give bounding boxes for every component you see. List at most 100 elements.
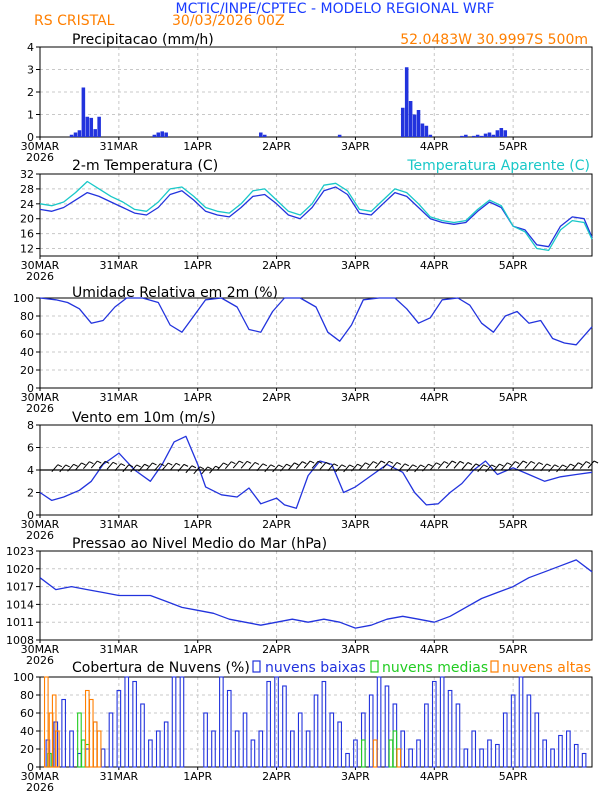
panel-title-humidity: Umidade Relativa em 2m (%) bbox=[72, 285, 278, 301]
bar-precipitacao bbox=[164, 132, 168, 137]
x-tick-label-clouds: 3APR bbox=[341, 770, 370, 783]
x-tick-label-clouds: 1APR bbox=[183, 770, 212, 783]
bar-nuvens-baixas bbox=[140, 703, 145, 768]
wind-barb-flag bbox=[112, 461, 118, 465]
bar-nuvens-baixas bbox=[463, 748, 469, 768]
bar-nuvens-baixas bbox=[226, 689, 232, 768]
bar-precipitacao bbox=[424, 125, 429, 137]
x-tick-label-precip: 3APR bbox=[341, 140, 370, 153]
wind-barb-flag bbox=[207, 466, 212, 470]
wind-barb bbox=[319, 462, 327, 470]
y-tick-label-temp: 12 bbox=[20, 243, 34, 256]
bar-precipitacao bbox=[483, 133, 488, 137]
bar-nuvens-baixas bbox=[581, 752, 587, 768]
bar-precipitacao bbox=[479, 135, 484, 137]
bar-nuvens-altas bbox=[92, 721, 98, 768]
wind-barb-flag bbox=[65, 464, 70, 468]
wind-barb bbox=[130, 464, 138, 473]
wind-barb-flag bbox=[514, 461, 520, 464]
x-tick-label-humidity: 31MAR bbox=[100, 391, 139, 404]
x-tick-year-clouds: 2026 bbox=[26, 781, 54, 792]
bar-nuvens-baixas bbox=[313, 694, 319, 768]
bar-precipitacao bbox=[160, 131, 165, 137]
wind-barb-flag bbox=[451, 460, 457, 464]
bar-precipitacao bbox=[77, 130, 82, 137]
y-tick-label-temp: 20 bbox=[20, 213, 34, 226]
bar-nuvens-baixas bbox=[542, 739, 548, 768]
bar-precipitacao bbox=[412, 114, 417, 137]
bar-precipitacao bbox=[487, 132, 492, 137]
y-tick-label-temp: 24 bbox=[20, 198, 34, 211]
wind-barb bbox=[358, 462, 366, 471]
wind-barb-flag bbox=[317, 460, 323, 464]
bar-precipitacao bbox=[495, 130, 500, 137]
bar-nuvens-baixas bbox=[337, 721, 342, 768]
bar-precipitacao bbox=[259, 132, 263, 137]
bar-nuvens-altas bbox=[396, 748, 402, 768]
wind-barb bbox=[524, 461, 532, 469]
wind-barb-flag bbox=[444, 461, 449, 465]
x-tick-label-humidity: 1APR bbox=[183, 391, 212, 404]
bar-nuvens-baixas bbox=[408, 748, 413, 768]
wind-barb-flag bbox=[388, 460, 394, 464]
line-temperatura-aparente bbox=[39, 180, 593, 252]
bar-nuvens-baixas bbox=[447, 689, 453, 768]
x-tick-label-temp: 30MAR bbox=[21, 259, 60, 272]
bar-precipitacao bbox=[400, 107, 405, 137]
y-tick-label-precip: 4 bbox=[27, 41, 34, 54]
wind-barb-flag bbox=[428, 463, 433, 467]
bar-nuvens-baixas bbox=[384, 685, 390, 768]
wind-barb bbox=[556, 464, 563, 473]
x-tick-label-clouds: 4APR bbox=[420, 770, 449, 783]
bar-nuvens-medias bbox=[360, 739, 366, 768]
y-tick-label-temp: 32 bbox=[20, 168, 34, 181]
wind-barb bbox=[224, 461, 232, 469]
wind-barb-flag bbox=[554, 464, 559, 468]
x-tick-label-wind: 5APR bbox=[499, 518, 528, 531]
panel-title-temp: 2-m Temperatura (C) bbox=[72, 158, 218, 174]
wind-barb-flag bbox=[467, 462, 473, 465]
bar-nuvens-baixas bbox=[124, 676, 130, 768]
wind-barb-flag bbox=[499, 463, 504, 467]
y-tick-label-wind: 6 bbox=[27, 442, 34, 455]
bar-nuvens-baixas bbox=[510, 694, 516, 768]
x-tick-label-pressure: 2APR bbox=[262, 643, 291, 656]
bar-nuvens-baixas bbox=[266, 680, 272, 768]
bar-nuvens-baixas bbox=[479, 748, 484, 768]
wind-barb-flag bbox=[57, 464, 63, 468]
bar-precipitacao bbox=[464, 134, 468, 137]
bar-precipitacao bbox=[499, 128, 504, 137]
wind-barb bbox=[75, 462, 82, 471]
wind-barb bbox=[122, 464, 130, 473]
wind-barb-flag bbox=[246, 460, 252, 464]
x-tick-label-humidity: 2APR bbox=[262, 391, 291, 404]
wind-barb bbox=[508, 461, 516, 469]
wind-barb-flag bbox=[325, 461, 331, 465]
bar-nuvens-baixas bbox=[163, 721, 169, 768]
x-tick-label-precip: 2APR bbox=[262, 140, 291, 153]
x-tick-label-wind: 3APR bbox=[341, 518, 370, 531]
bar-precipitacao bbox=[416, 110, 421, 137]
x-tick-year-temp: 2026 bbox=[26, 270, 54, 283]
bar-nuvens-baixas bbox=[495, 743, 500, 768]
bar-nuvens-baixas bbox=[416, 739, 421, 768]
bar-precipitacao bbox=[262, 134, 267, 137]
wind-barb bbox=[390, 462, 398, 470]
wind-barb-flag bbox=[128, 464, 134, 468]
y-tick-label-temp: 16 bbox=[20, 228, 34, 241]
wind-barb bbox=[185, 465, 193, 474]
bar-nuvens-baixas bbox=[297, 712, 303, 768]
wind-barb bbox=[461, 462, 469, 470]
bar-nuvens-altas bbox=[372, 739, 378, 768]
x-tick-label-precip: 4APR bbox=[420, 140, 449, 153]
bar-nuvens-baixas bbox=[518, 676, 524, 768]
y-tick-label-pressure: 1017 bbox=[6, 581, 34, 594]
bar-nuvens-baixas bbox=[424, 703, 429, 768]
wind-barb-flag bbox=[309, 460, 315, 464]
wind-barb-flag bbox=[104, 460, 110, 464]
bar-nuvens-baixas bbox=[219, 676, 224, 768]
wind-barb bbox=[98, 460, 106, 469]
bar-nuvens-medias bbox=[388, 739, 394, 768]
legend-low-clouds: nuvens baixas bbox=[265, 660, 366, 676]
y-tick-label-wind: 0 bbox=[27, 509, 34, 522]
